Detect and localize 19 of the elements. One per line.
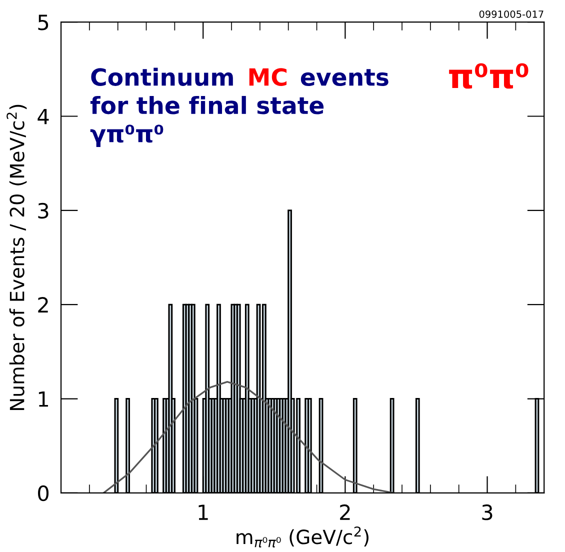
y-axis-title: Number of Events / 20 (MeV/c$^{2}$) <box>6 104 27 410</box>
y-tick-label: 1 <box>38 391 48 407</box>
y-tick-label: 2 <box>38 297 48 313</box>
y-tick-label: 5 <box>38 14 48 30</box>
annotation: π⁰π⁰ <box>449 63 528 89</box>
annotation: for the final state <box>90 96 324 114</box>
annotation: events <box>300 69 388 86</box>
x-tick-label: 1 <box>198 504 208 520</box>
annotation: γπ⁰π⁰ <box>90 124 164 148</box>
y-tick-label: 4 <box>38 108 49 124</box>
text: 0991005-017 <box>479 10 544 18</box>
x-tick-label: 3 <box>482 504 492 520</box>
annotation: MC <box>249 68 287 86</box>
annotation: Continuum <box>91 68 233 86</box>
line-series <box>102 380 394 493</box>
x-axis-title: m$_{π⁰π⁰}$ (GeV/c$^{2}$) <box>236 526 368 548</box>
y-tick-label: 0 <box>38 485 49 502</box>
x-tick-label: 2 <box>340 504 350 520</box>
y-tick-label: 3 <box>38 202 48 219</box>
